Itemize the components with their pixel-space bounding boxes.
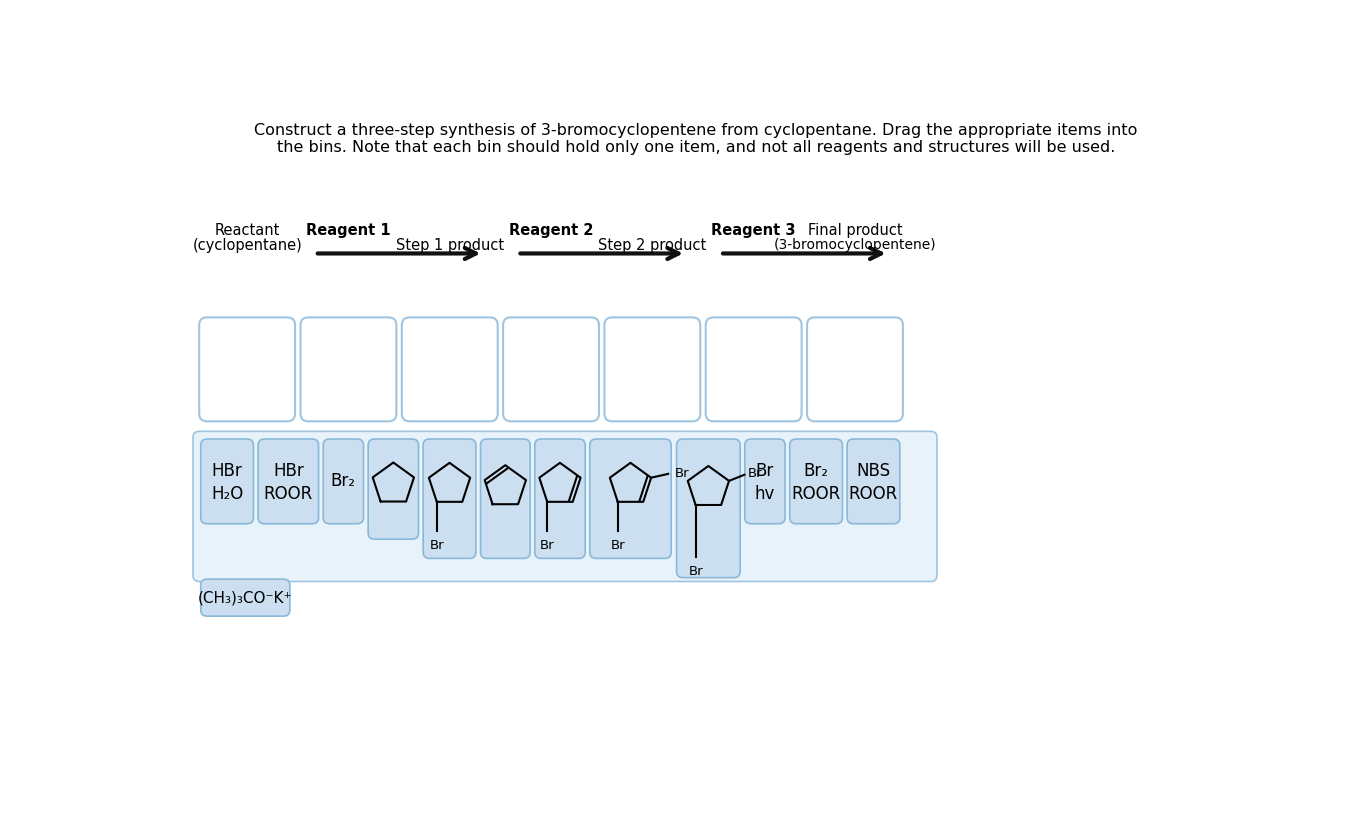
FancyBboxPatch shape [481, 439, 530, 558]
FancyBboxPatch shape [502, 317, 599, 421]
FancyBboxPatch shape [201, 579, 289, 616]
Text: HBr: HBr [212, 462, 243, 480]
FancyBboxPatch shape [368, 439, 418, 539]
Text: hv: hv [755, 485, 775, 503]
Text: (CH₃)₃CO⁻K⁺: (CH₃)₃CO⁻K⁺ [198, 590, 292, 605]
FancyBboxPatch shape [200, 317, 295, 421]
Text: Reagent 3: Reagent 3 [712, 223, 796, 237]
FancyBboxPatch shape [201, 439, 254, 524]
Text: H₂O: H₂O [210, 485, 243, 503]
FancyBboxPatch shape [807, 317, 903, 421]
Text: Br: Br [610, 539, 625, 552]
Text: ROOR: ROOR [263, 485, 312, 503]
Text: Br₂: Br₂ [331, 472, 356, 490]
Text: Br: Br [540, 539, 554, 552]
Text: Br: Br [675, 467, 689, 480]
FancyBboxPatch shape [300, 317, 397, 421]
Text: NBS: NBS [857, 462, 891, 480]
FancyBboxPatch shape [589, 439, 671, 558]
Text: Reagent 1: Reagent 1 [306, 223, 391, 237]
Text: Final product: Final product [808, 223, 902, 237]
Text: Br₂: Br₂ [804, 462, 828, 480]
FancyBboxPatch shape [258, 439, 319, 524]
Text: Construct a three-step synthesis of 3-bromocyclopentene from cyclopentane. Drag : Construct a three-step synthesis of 3-br… [254, 123, 1138, 139]
Text: (3-bromocyclopentene): (3-bromocyclopentene) [774, 238, 936, 252]
FancyBboxPatch shape [193, 432, 937, 582]
FancyBboxPatch shape [424, 439, 475, 558]
Text: ROOR: ROOR [849, 485, 898, 503]
FancyBboxPatch shape [604, 317, 701, 421]
Text: Reagent 2: Reagent 2 [509, 223, 593, 237]
Text: Br: Br [429, 539, 444, 552]
Text: Br: Br [689, 565, 703, 578]
Text: Step 2 product: Step 2 product [599, 238, 706, 253]
Text: Reactant: Reactant [215, 223, 280, 237]
Text: HBr: HBr [273, 462, 304, 480]
FancyBboxPatch shape [790, 439, 842, 524]
Text: the bins. Note that each bin should hold only one item, and not all reagents and: the bins. Note that each bin should hold… [277, 140, 1115, 155]
Text: ROOR: ROOR [792, 485, 841, 503]
FancyBboxPatch shape [744, 439, 785, 524]
FancyBboxPatch shape [323, 439, 364, 524]
FancyBboxPatch shape [535, 439, 585, 558]
Text: Br: Br [756, 462, 774, 480]
FancyBboxPatch shape [676, 439, 740, 578]
Text: Br: Br [748, 468, 762, 481]
FancyBboxPatch shape [706, 317, 801, 421]
Text: (cyclopentane): (cyclopentane) [193, 238, 301, 253]
FancyBboxPatch shape [847, 439, 900, 524]
FancyBboxPatch shape [402, 317, 497, 421]
Text: Step 1 product: Step 1 product [395, 238, 504, 253]
